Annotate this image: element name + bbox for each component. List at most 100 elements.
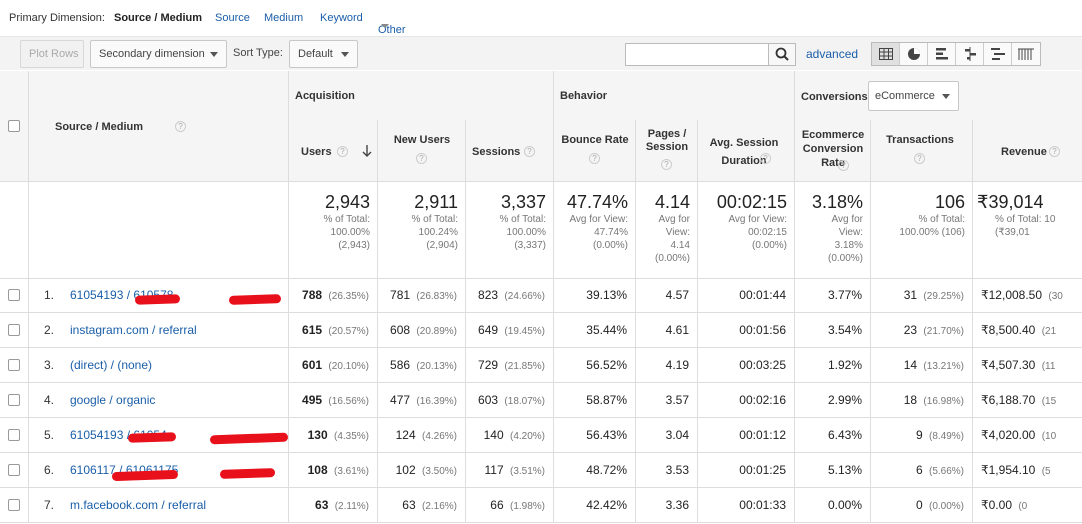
metric-percent: (20.89%) xyxy=(416,326,457,337)
help-icon[interactable]: ? xyxy=(337,146,348,157)
row-source-link[interactable]: instagram.com / referral xyxy=(70,323,197,337)
row-metric-value: 117 (3.51%) xyxy=(485,463,546,477)
table-row[interactable]: 3. (direct) / (none) 601 (20.10%) 586 (20.1… xyxy=(0,348,1082,383)
row-metric-cell: 4.61 xyxy=(636,313,698,348)
row-source-cell: 7. m.facebook.com / referral xyxy=(29,488,289,523)
row-checkbox[interactable] xyxy=(8,289,20,301)
total-subtext: Avg for xyxy=(658,214,691,225)
row-metric-cell: 66 (1.98%) xyxy=(466,488,554,523)
row-metric-cell: 615 (20.57%) xyxy=(289,313,378,348)
dimension-link-source[interactable]: Source xyxy=(215,12,250,24)
metric-value: 6 xyxy=(915,463,923,477)
row-source-link[interactable]: google / organic xyxy=(70,393,156,407)
pie-view-button[interactable] xyxy=(900,43,928,65)
metric-value: 615 xyxy=(302,323,323,337)
help-icon[interactable]: ? xyxy=(524,146,535,157)
row-metric-value: 130 (4.35%) xyxy=(308,428,369,442)
row-source-link[interactable]: m.facebook.com / referral xyxy=(70,498,207,512)
avg-session-duration-header-label: Avg. Session Duration xyxy=(709,137,779,167)
help-icon[interactable]: ? xyxy=(175,121,186,132)
row-source-link[interactable]: (direct) / (none) xyxy=(70,358,153,372)
help-icon[interactable]: ? xyxy=(416,153,427,164)
row-checkbox[interactable] xyxy=(8,324,20,336)
table-row[interactable]: 5. 61054193 / 61054 130 (4.35%) 124 (4.26%)… xyxy=(0,418,1082,453)
comparison-view-icon xyxy=(964,47,976,61)
row-metric-value: 42.42% xyxy=(586,498,627,512)
totals-content: 2,911 % of Total: 100.24% (2,904) xyxy=(378,192,466,252)
search-input[interactable] xyxy=(626,44,768,65)
metric-percent: (15 xyxy=(1041,396,1057,407)
table-row[interactable]: 1. 61054193 / 610578 788 (26.35%) 781 (26.8… xyxy=(0,278,1082,313)
sessions-header-label: Sessions xyxy=(472,146,521,158)
totals-content: 2,943 % of Total: 100.00% (2,943) xyxy=(289,192,378,252)
row-metric-cell: 823 (24.66%) xyxy=(466,278,554,313)
plot-rows-button[interactable]: Plot Rows xyxy=(20,40,84,68)
bounce-rate-column-header[interactable]: Bounce Rate ? xyxy=(554,120,636,181)
table-row[interactable]: 2. instagram.com / referral 615 (20.57%) 60… xyxy=(0,313,1082,348)
metric-percent: (16.98%) xyxy=(923,396,964,407)
help-icon[interactable]: ? xyxy=(661,159,672,170)
table-view-icon xyxy=(878,48,893,60)
source-medium-header[interactable]: Source / Medium ? xyxy=(29,71,289,181)
table-row[interactable]: 7. m.facebook.com / referral 63 (2.11%) 63 … xyxy=(0,488,1082,523)
row-metric-value: 00:02:16 xyxy=(739,393,786,407)
table-view-button[interactable] xyxy=(872,43,900,65)
row-source-cell: 4. google / organic xyxy=(29,383,289,418)
select-all-checkbox[interactable] xyxy=(8,120,20,132)
performance-view-button[interactable] xyxy=(928,43,956,65)
metric-value: ₹6,188.70 xyxy=(981,393,1036,407)
sort-type-dropdown[interactable]: Default xyxy=(289,40,358,68)
row-divider xyxy=(0,487,1082,488)
advanced-filter-link[interactable]: advanced xyxy=(806,47,859,61)
help-icon[interactable]: ? xyxy=(760,153,771,164)
transactions-column-header[interactable]: Transactions ? xyxy=(871,120,973,181)
help-icon[interactable]: ? xyxy=(1049,146,1060,157)
row-checkbox[interactable] xyxy=(8,499,20,511)
secondary-dimension-dropdown[interactable]: Secondary dimension xyxy=(90,40,227,68)
metric-percent: (11 xyxy=(1041,361,1056,372)
dimension-link-keyword[interactable]: Keyword xyxy=(320,12,363,24)
metric-value: 00:02:16 xyxy=(739,393,786,407)
table-row[interactable]: 4. google / organic 495 (16.56%) 477 (16.39… xyxy=(0,383,1082,418)
total-subtext: % of Total: xyxy=(323,214,370,225)
sort-type-value: Default xyxy=(298,48,333,60)
table-row[interactable]: 6. 6106117 / 61061175 108 (3.61%) 102 (3.50… xyxy=(0,453,1082,488)
row-metric-value: ₹6,188.70 (15 xyxy=(981,393,1056,407)
metric-value: 00:01:25 xyxy=(739,463,786,477)
chevron-down-icon xyxy=(341,52,349,57)
row-metric-cell: 102 (3.50%) xyxy=(378,453,466,488)
row-metric-cell: 14 (13.21%) xyxy=(871,348,973,383)
row-checkbox[interactable] xyxy=(8,464,20,476)
totals-content: ₹39,014 % of Total: 10 (₹39,01 xyxy=(973,192,1082,239)
row-checkbox[interactable] xyxy=(8,359,20,371)
row-metric-value: 00:01:25 xyxy=(739,463,786,477)
dimension-link-medium[interactable]: Medium xyxy=(264,12,304,24)
redaction-mark xyxy=(111,469,179,482)
row-source-cell: 5. 61054193 / 61054 xyxy=(29,418,289,453)
totals-cell: 47.74% Avg for View: 47.74% (0.00%) xyxy=(554,181,636,278)
avg-session-duration-column-header[interactable]: Avg. Session Duration ? xyxy=(698,120,795,181)
help-icon[interactable]: ? xyxy=(914,153,925,164)
row-checkbox[interactable] xyxy=(8,429,20,441)
term-cloud-button[interactable] xyxy=(984,43,1012,65)
help-icon[interactable]: ? xyxy=(838,160,849,171)
comparison-view-button[interactable] xyxy=(956,43,984,65)
new-users-column-header[interactable]: New Users ? xyxy=(378,120,466,181)
pages-session-column-header[interactable]: Pages / Session ? xyxy=(636,120,698,181)
row-number: 3. xyxy=(44,358,55,372)
help-icon[interactable]: ? xyxy=(589,153,600,164)
row-checkbox[interactable] xyxy=(8,394,20,406)
metric-value: 66 xyxy=(490,498,504,512)
revenue-column-header[interactable]: Revenue ? xyxy=(973,120,1082,181)
sessions-column-header[interactable]: Sessions ? xyxy=(466,120,554,181)
metric-value: 9 xyxy=(915,428,923,442)
pivot-view-button[interactable] xyxy=(1012,43,1040,65)
conversion-rate-header-label: Ecommerce Conversion Rate xyxy=(801,129,865,169)
pie-view-icon xyxy=(907,48,920,60)
behavior-group-header: Behavior xyxy=(554,71,795,120)
users-column-header[interactable]: Users ? xyxy=(289,120,378,181)
conversions-goal-dropdown[interactable]: eCommerce xyxy=(868,81,959,111)
total-subtext: (2,904) xyxy=(426,240,458,251)
search-button[interactable] xyxy=(768,44,795,65)
conversion-rate-column-header[interactable]: Ecommerce Conversion Rate ? xyxy=(795,120,871,181)
